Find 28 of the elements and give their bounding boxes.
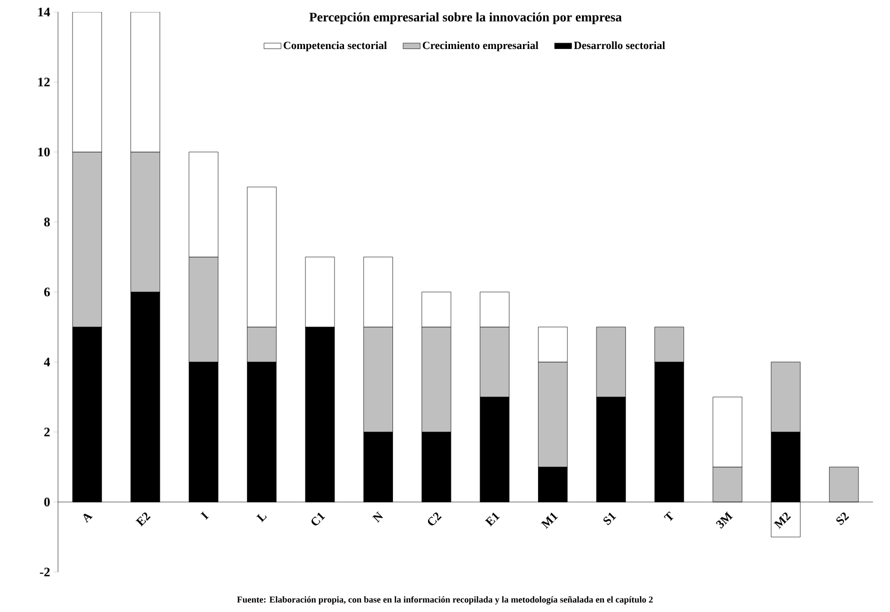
legend-label: Competencia sectorial	[284, 41, 387, 52]
x-tick-label: M1	[540, 512, 558, 529]
x-tick-label: S1	[603, 512, 616, 526]
x-tick-label: C2	[428, 512, 442, 526]
x-tick-label: S2	[836, 512, 850, 526]
x-tick-label: 3M	[716, 512, 733, 529]
x-tick-label: E2	[136, 512, 151, 527]
x-tick-label: A	[83, 514, 93, 523]
y-tick-label: 4	[44, 358, 50, 366]
y-tick-label: -2	[40, 568, 50, 576]
x-tick-label: M2	[774, 512, 791, 529]
x-tick-label: I	[200, 512, 209, 520]
x-tick-label: L	[256, 514, 267, 522]
y-tick-label: 10	[38, 148, 50, 156]
x-tick-label: E1	[484, 512, 500, 527]
y-tick-label: 12	[38, 78, 50, 86]
x-tick-label: T	[664, 511, 674, 522]
y-tick-label: 8	[44, 218, 50, 226]
legend-label: Crecimiento empresarial	[422, 41, 538, 52]
source-note: Fuente: Elaboración propia, con base en la información recopilada y la metodología señalada en el capítulo 2	[237, 596, 653, 604]
y-tick-label: 14	[38, 8, 50, 16]
legend-label: Desarrollo sectorial	[574, 41, 666, 50]
x-tick-label: C1	[312, 512, 326, 526]
chart-title: Percepción empresarial sobre la innovación por empresa	[309, 12, 622, 24]
y-tick-label: 0	[44, 498, 50, 506]
y-tick-label: 6	[44, 288, 50, 296]
y-tick-label: 2	[44, 428, 50, 436]
x-tick-label: N	[372, 511, 383, 523]
